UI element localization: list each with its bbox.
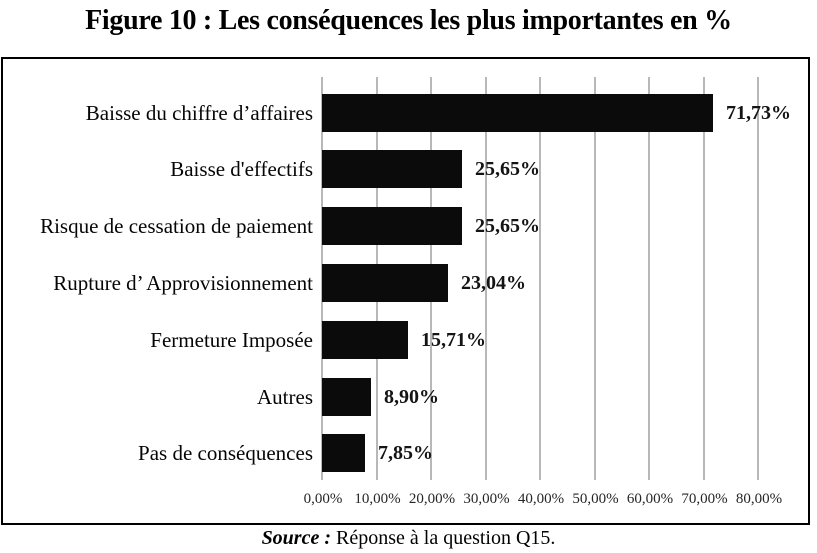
bar-value-label: 8,90% — [384, 385, 439, 408]
gridline — [484, 77, 487, 480]
category-label: Baisse du chiffre d’affaires — [85, 100, 313, 125]
bar — [322, 150, 462, 189]
x-axis-tick-label: 70,00% — [681, 491, 728, 507]
x-axis-tick-label: 60,00% — [626, 491, 674, 507]
bar — [322, 434, 365, 473]
category-label: Risque de cessation de paiement — [40, 214, 313, 239]
x-axis-tick-label: 40,00% — [517, 491, 565, 507]
category-label: Autres — [257, 384, 313, 409]
bar-value-label: 15,71% — [421, 328, 486, 351]
source-label: Source : — [261, 527, 332, 549]
x-axis-tick-label: 10,00% — [354, 491, 401, 507]
bar — [322, 263, 448, 302]
x-axis-tick-label: 80,00% — [735, 491, 783, 507]
bar-value-label: 71,73% — [726, 101, 791, 124]
category-label: Rupture d’ Approvisionnement — [53, 270, 313, 295]
x-axis-tick-label: 0,00% — [303, 491, 343, 507]
gridline — [757, 77, 759, 480]
bar-value-label: 25,65% — [475, 215, 540, 238]
bar-value-label: 25,65% — [475, 158, 540, 181]
category-label: Pas de conséquences — [138, 441, 313, 466]
bar — [322, 377, 371, 416]
category-label: Fermeture Imposée — [150, 327, 313, 352]
bar-value-label: 7,85% — [378, 442, 433, 465]
bar — [322, 93, 713, 132]
gridline — [593, 77, 596, 480]
x-axis-tick-label: 50,00% — [572, 491, 619, 507]
x-axis-tick-label: 20,00% — [408, 491, 456, 507]
gridline — [702, 77, 705, 480]
gridline — [539, 77, 541, 480]
figure-title: Figure 10 : Les conséquences les plus im… — [85, 5, 732, 36]
plot-area: 0,00% 10,00% 20,00% 30,00% 40,00% 50,00% 60,00… — [3, 59, 808, 523]
bar-value-label: 23,04% — [461, 271, 526, 294]
bar — [322, 207, 462, 246]
gridline — [648, 77, 650, 480]
category-label: Baisse d'effectifs — [170, 157, 313, 182]
source-caption: Source : Réponse à la question Q15. — [0, 527, 817, 550]
x-axis-tick-label: 30,00% — [463, 491, 510, 507]
source-text: Réponse à la question Q15. — [331, 527, 556, 549]
bar — [322, 320, 408, 359]
chart-frame: 0,00% 10,00% 20,00% 30,00% 40,00% 50,00% 60,00… — [1, 57, 810, 525]
